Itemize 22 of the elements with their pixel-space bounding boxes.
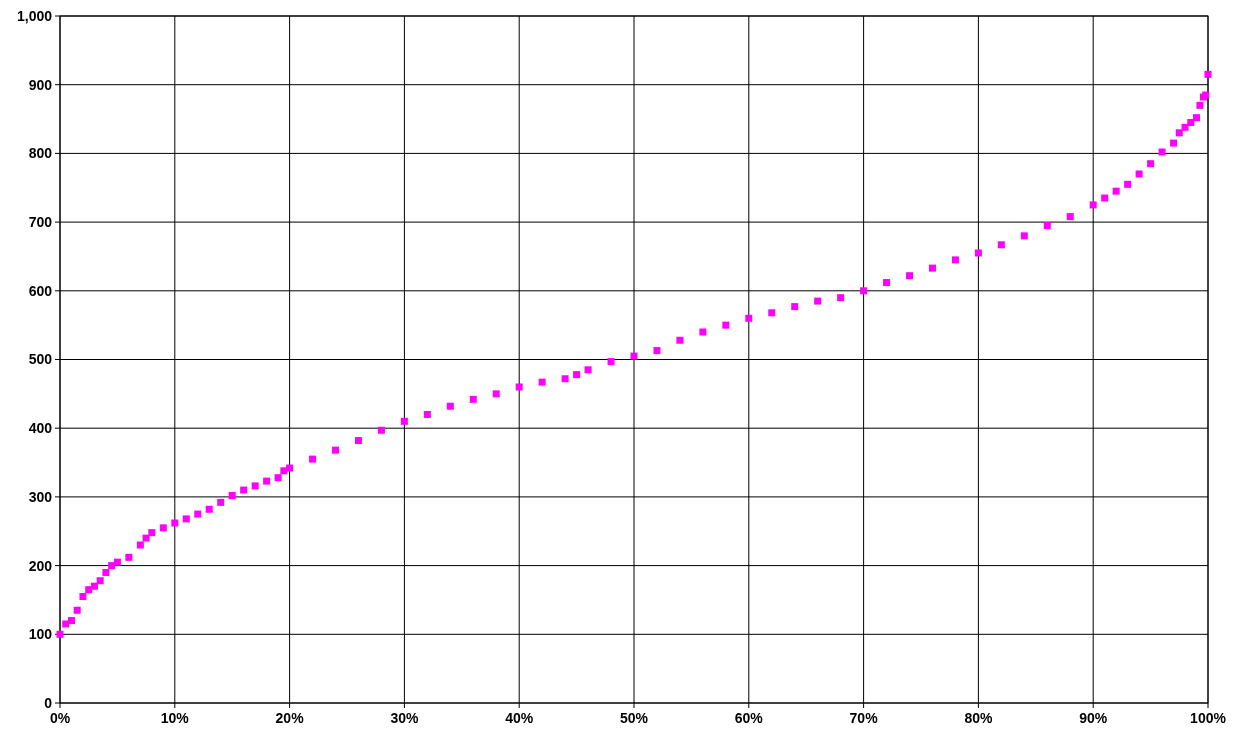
- x-tick-label: 20%: [275, 710, 305, 726]
- y-tick-label: 100: [28, 626, 53, 643]
- x-tick-label: 40%: [505, 710, 534, 726]
- y-tick-label: 700: [28, 214, 53, 230]
- x-tick-label: 0%: [49, 710, 71, 726]
- y-tick-label: 500: [28, 351, 53, 368]
- x-tick-label: 70%: [849, 710, 879, 726]
- x-tick-label: 80%: [964, 710, 993, 726]
- x-tick-label: 100%: [1190, 710, 1227, 726]
- y-tick-label: 800: [28, 145, 53, 162]
- x-tick-label: 90%: [1079, 710, 1108, 726]
- y-tick-label: 300: [28, 488, 53, 505]
- x-tick-label: 30%: [390, 710, 419, 726]
- y-tick-label: 600: [28, 282, 53, 299]
- y-tick-label: 0: [44, 694, 53, 711]
- y-tick-label: 1,000: [16, 7, 53, 24]
- y-tick-label: 400: [28, 420, 53, 437]
- x-tick-label: 10%: [160, 710, 190, 726]
- x-tick-label: 50%: [619, 710, 649, 726]
- y-tick-label: 900: [28, 76, 53, 93]
- y-tick-label: 200: [28, 557, 53, 574]
- x-tick-label: 60%: [734, 710, 764, 726]
